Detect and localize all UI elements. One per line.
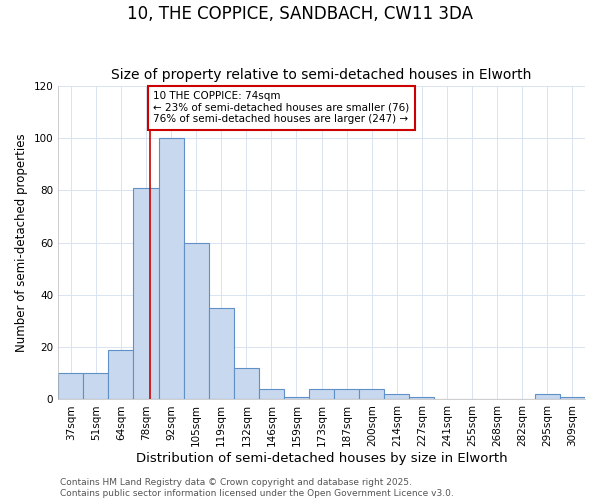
- Bar: [133, 188, 158, 400]
- Bar: [109, 350, 133, 400]
- Bar: [158, 138, 184, 400]
- Bar: [385, 394, 409, 400]
- Bar: [409, 397, 434, 400]
- Bar: [334, 389, 359, 400]
- Y-axis label: Number of semi-detached properties: Number of semi-detached properties: [15, 134, 28, 352]
- Bar: [560, 397, 585, 400]
- Text: Contains HM Land Registry data © Crown copyright and database right 2025.
Contai: Contains HM Land Registry data © Crown c…: [60, 478, 454, 498]
- Bar: [184, 242, 209, 400]
- Bar: [209, 308, 234, 400]
- Bar: [58, 374, 83, 400]
- Bar: [259, 389, 284, 400]
- X-axis label: Distribution of semi-detached houses by size in Elworth: Distribution of semi-detached houses by …: [136, 452, 508, 465]
- Bar: [359, 389, 385, 400]
- Bar: [83, 374, 109, 400]
- Text: 10 THE COPPICE: 74sqm
← 23% of semi-detached houses are smaller (76)
76% of semi: 10 THE COPPICE: 74sqm ← 23% of semi-deta…: [154, 91, 410, 124]
- Bar: [234, 368, 259, 400]
- Bar: [284, 397, 309, 400]
- Title: Size of property relative to semi-detached houses in Elworth: Size of property relative to semi-detach…: [112, 68, 532, 82]
- Bar: [535, 394, 560, 400]
- Bar: [309, 389, 334, 400]
- Text: 10, THE COPPICE, SANDBACH, CW11 3DA: 10, THE COPPICE, SANDBACH, CW11 3DA: [127, 5, 473, 23]
